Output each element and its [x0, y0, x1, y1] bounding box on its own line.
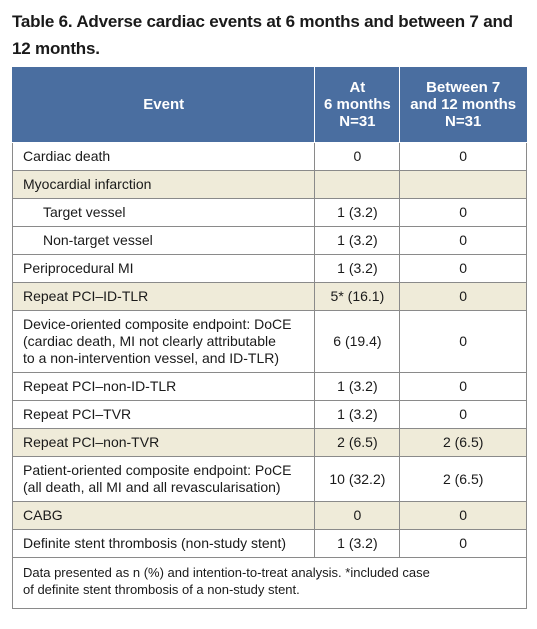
cell: 0	[399, 529, 527, 558]
row-label: Patient-oriented composite endpoint: PoC…	[11, 456, 316, 502]
table-row: Non-target vessel 1 (3.2) 0	[11, 226, 527, 255]
table: Event At 6 months N=31 Between 7 and 12 mo…	[11, 67, 527, 609]
cell: 0	[314, 142, 401, 171]
cell: 0	[399, 254, 527, 283]
row-label: Device-oriented composite endpoint: DoCE…	[11, 310, 316, 373]
row-label: Repeat PCI–non-TVR	[11, 428, 316, 457]
cell: 1 (3.2)	[314, 198, 401, 227]
cell: 2 (6.5)	[399, 456, 527, 502]
row-label: Definite stent thrombosis (non-study ste…	[11, 529, 316, 558]
row-label: Periprocedural MI	[11, 254, 316, 283]
table-row: CABG 0 0	[11, 501, 527, 530]
footnote: Data presented as n (%) and intention-to…	[12, 557, 527, 609]
row-label: Target vessel	[11, 198, 316, 227]
footnote-row: Data presented as n (%) and intention-to…	[12, 557, 527, 609]
table-row: Patient-oriented composite endpoint: PoC…	[11, 456, 527, 502]
cell: 0	[399, 226, 527, 255]
table-row: Definite stent thrombosis (non-study ste…	[11, 529, 527, 558]
table-row: Periprocedural MI 1 (3.2) 0	[11, 254, 527, 283]
cell: 0	[399, 310, 527, 373]
cell: 1 (3.2)	[314, 372, 401, 401]
cell: 1 (3.2)	[314, 254, 401, 283]
cell: 5* (16.1)	[314, 282, 401, 311]
cell: 0	[399, 142, 527, 171]
cell: 1 (3.2)	[314, 529, 401, 558]
table-row: Device-oriented composite endpoint: DoCE…	[11, 310, 527, 373]
row-label: Cardiac death	[11, 142, 316, 171]
header-row: Event At 6 months N=31 Between 7 and 12 mo…	[11, 67, 527, 143]
row-label: Repeat PCI–TVR	[11, 400, 316, 429]
cell: 0	[399, 400, 527, 429]
row-label: Myocardial infarction	[11, 170, 316, 199]
table-row: Repeat PCI–ID-TLR 5* (16.1) 0	[11, 282, 527, 311]
table-row: Repeat PCI–non-TVR 2 (6.5) 2 (6.5)	[11, 428, 527, 457]
row-label: Repeat PCI–non-ID-TLR	[11, 372, 316, 401]
cell: 2 (6.5)	[314, 428, 401, 457]
header-cell: Event	[11, 67, 316, 143]
cell: 0	[399, 372, 527, 401]
row-label: CABG	[11, 501, 316, 530]
table-title: Table 6. Adverse cardiac events at 6 mon…	[12, 12, 513, 58]
table-row: Repeat PCI–non-ID-TLR 1 (3.2) 0	[11, 372, 527, 401]
cell: 0	[314, 501, 401, 530]
cell: 0	[399, 198, 527, 227]
cell	[399, 170, 527, 199]
cell	[314, 170, 401, 199]
table-row: Cardiac death 0 0	[11, 142, 527, 171]
header-cell: Between 7 and 12 months N=31	[399, 67, 527, 143]
table-row: Myocardial infarction	[11, 170, 527, 199]
table-row: Target vessel 1 (3.2) 0	[11, 198, 527, 227]
cell: 6 (19.4)	[314, 310, 401, 373]
cell: 1 (3.2)	[314, 226, 401, 255]
cell: 10 (32.2)	[314, 456, 401, 502]
table-body: Cardiac death 0 0 Myocardial infarction Targ…	[11, 142, 527, 609]
row-label: Repeat PCI–ID-TLR	[11, 282, 316, 311]
table-row: Repeat PCI–TVR 1 (3.2) 0	[11, 400, 527, 429]
cell: 2 (6.5)	[399, 428, 527, 457]
cell: 0	[399, 501, 527, 530]
cell: 1 (3.2)	[314, 400, 401, 429]
row-label: Non-target vessel	[11, 226, 316, 255]
cell: 0	[399, 282, 527, 311]
header-cell: At 6 months N=31	[314, 67, 401, 143]
